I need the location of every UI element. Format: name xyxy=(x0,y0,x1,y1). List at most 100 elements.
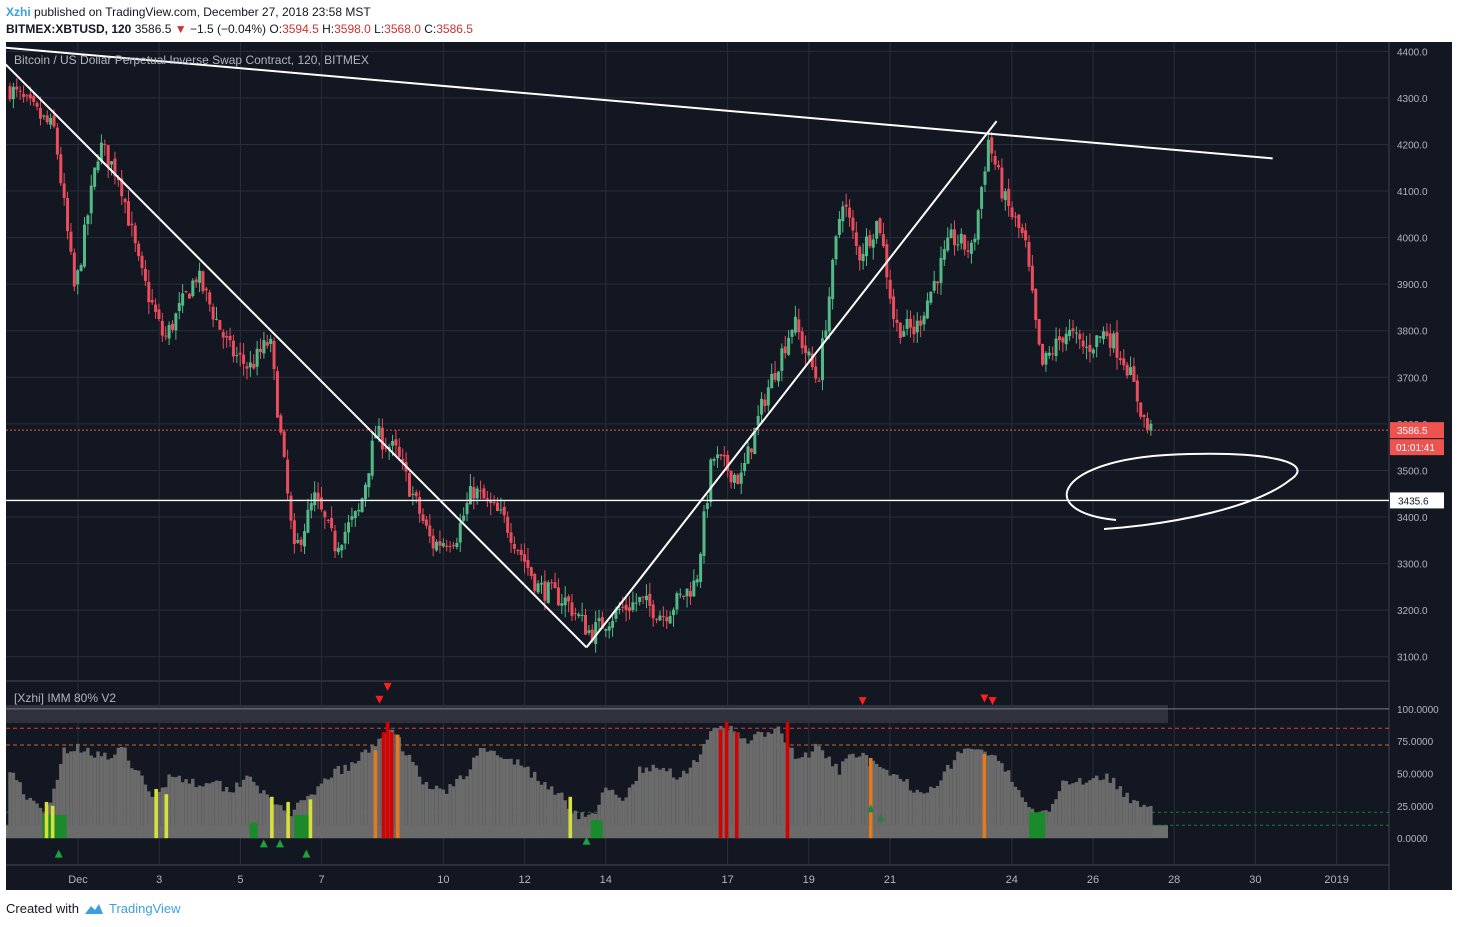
indicator-bar xyxy=(174,777,178,839)
candle-body xyxy=(25,95,29,97)
indicator-bar xyxy=(644,767,649,839)
chart-svg[interactable]: 4400.0 4300.0 4200.0 4100.0 4000.0 3900.0 3800… xyxy=(6,42,1452,890)
indicator-bar xyxy=(607,790,611,839)
candle-body xyxy=(428,525,432,537)
candle-body xyxy=(326,519,330,521)
candle-body xyxy=(32,96,36,102)
candle-body xyxy=(306,509,310,533)
candle-body xyxy=(340,545,344,551)
indicator-bar xyxy=(851,753,855,839)
candle-body xyxy=(113,158,117,177)
indicator-bar xyxy=(753,734,757,839)
indicator-bar xyxy=(417,776,422,839)
candle-body xyxy=(299,539,303,545)
indicator-bar xyxy=(384,733,388,839)
indicator-bar xyxy=(627,787,632,839)
candle-body xyxy=(756,415,760,426)
indicator-bar xyxy=(441,789,446,839)
candle-body xyxy=(932,280,936,291)
candle-body xyxy=(211,306,215,320)
candle-body xyxy=(472,487,476,499)
candle-body xyxy=(563,597,567,606)
chart-area[interactable]: 4400.0 4300.0 4200.0 4100.0 4000.0 3900.0 3800… xyxy=(6,42,1452,890)
indicator-bar xyxy=(509,758,513,839)
indicator-bar xyxy=(522,767,527,839)
indicator-bar xyxy=(238,786,242,839)
candle-body xyxy=(1142,415,1146,417)
candle-body xyxy=(140,255,144,268)
candle-body xyxy=(966,250,970,252)
candle-body xyxy=(363,484,367,500)
price-tick-label: 3800.0 xyxy=(1397,327,1428,338)
candle-body xyxy=(347,522,351,533)
candle-body xyxy=(221,332,225,338)
candle-body xyxy=(570,602,574,616)
time-tick-label: 14 xyxy=(600,874,612,886)
candle-body xyxy=(617,608,621,610)
candle-body xyxy=(414,492,418,497)
indicator-bar xyxy=(204,783,209,839)
candle-body xyxy=(343,531,347,544)
indicator-bar xyxy=(167,774,171,839)
candle-body xyxy=(770,373,774,389)
indicator-signal-bar xyxy=(385,721,390,839)
candle-body xyxy=(96,161,100,171)
candle-body xyxy=(360,498,364,512)
candle-body xyxy=(265,341,269,346)
candle-body xyxy=(854,232,858,247)
author-name[interactable]: Xzhi xyxy=(6,5,31,19)
ohlc-legend: BITMEX:XBTUSD, 120 3586.5 ▼ −1.5 (−0.04%… xyxy=(6,22,473,36)
candle-body xyxy=(584,614,588,635)
indicator-signal-bar xyxy=(270,796,274,839)
candle-body xyxy=(482,488,486,499)
indicator-bar xyxy=(79,752,83,839)
indicator-bar xyxy=(214,780,219,839)
current-price-label: 3586.5 xyxy=(1397,426,1428,437)
symbol-label[interactable]: BITMEX:XBTUSD, 120 xyxy=(6,22,132,36)
candle-body xyxy=(208,292,212,305)
indicator-bar xyxy=(651,764,655,839)
last-price: 3586.5 xyxy=(134,22,172,36)
indicator-bar xyxy=(458,775,462,839)
indicator-bar xyxy=(1010,781,1014,839)
candle-body xyxy=(773,372,777,380)
indicator-bar xyxy=(18,782,22,839)
candle-body xyxy=(451,544,455,546)
candle-body xyxy=(783,346,787,354)
candle-body xyxy=(827,296,831,332)
indicator-bar xyxy=(407,754,412,839)
candle-body xyxy=(790,329,794,337)
indicator-bar xyxy=(445,793,449,839)
indicator-bar xyxy=(1044,810,1048,839)
indicator-histogram xyxy=(8,725,1153,839)
indicator-bar xyxy=(925,792,930,839)
candle-body xyxy=(465,503,469,515)
indicator-bar xyxy=(170,776,175,839)
candle-body xyxy=(38,107,42,119)
indicator-bar xyxy=(126,760,131,839)
indicator-signal-bar xyxy=(724,721,729,839)
sell-signal-icon xyxy=(375,695,384,704)
indicator-bar xyxy=(336,766,341,839)
candle-body xyxy=(1044,352,1048,365)
indicator-bar xyxy=(959,753,963,839)
indicator-bar xyxy=(224,787,229,839)
candle-body xyxy=(407,473,411,497)
price-tick-label: 3300.0 xyxy=(1397,560,1428,571)
indicator-bar xyxy=(346,770,351,839)
candle-body xyxy=(776,371,780,382)
tradingview-link[interactable]: TradingView xyxy=(108,901,181,916)
candle-body xyxy=(736,474,740,485)
candle-body xyxy=(895,319,899,323)
indicator-bar xyxy=(715,727,720,839)
candle-body xyxy=(668,616,672,624)
candle-body xyxy=(709,459,713,503)
candle-body xyxy=(597,618,601,622)
candle-body xyxy=(22,93,26,98)
candle-body xyxy=(556,587,560,606)
candle-body xyxy=(881,234,885,247)
indicator-bar xyxy=(952,760,957,839)
indicator-bar xyxy=(472,757,476,839)
candle-body xyxy=(658,615,662,621)
indicator-bar xyxy=(92,757,97,839)
